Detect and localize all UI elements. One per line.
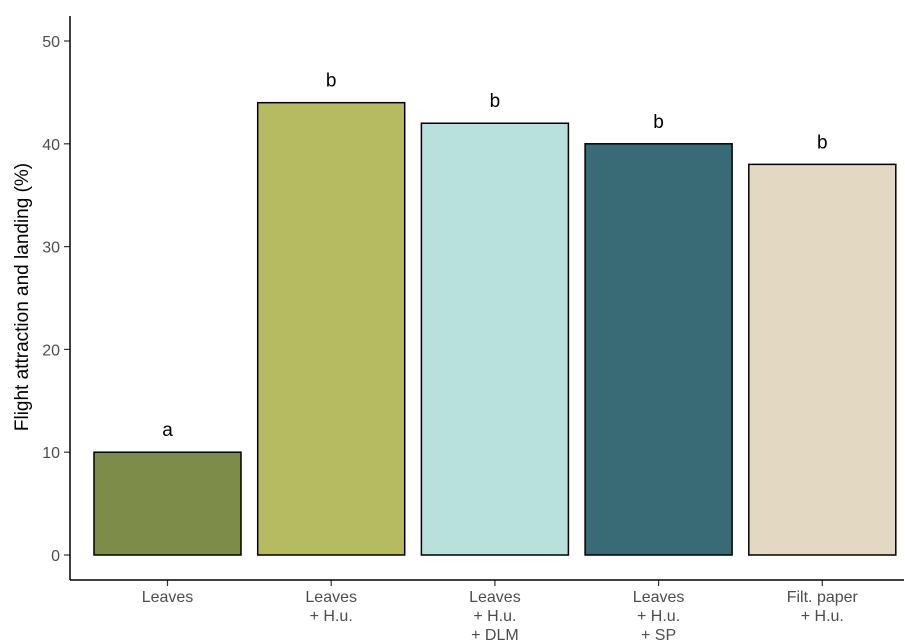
x-tick-label: Filt. paper + H.u. <box>787 589 859 625</box>
significance-letter: b <box>817 132 828 153</box>
bar <box>420 122 570 556</box>
x-tick-label-line: + H.u. <box>801 608 844 625</box>
x-tick-label-line: Leaves <box>142 589 194 606</box>
significance-letter: a <box>162 420 173 441</box>
y-tick-label: 30 <box>42 240 60 257</box>
significance-letter: b <box>326 71 337 92</box>
x-tick-label-line: + SP <box>641 627 676 644</box>
x-tick-label-line: + H.u. <box>473 608 516 625</box>
y-tick-label: 50 <box>42 34 60 51</box>
x-tick-label-line: + H.u. <box>310 608 353 625</box>
x-tick-label: Leaves + H.u. + DLM <box>469 589 521 644</box>
y-tick-label: 20 <box>42 342 60 359</box>
significance-letter: b <box>653 112 664 133</box>
y-tick-label: 0 <box>51 548 60 565</box>
x-tick-label-line: Leaves <box>633 589 685 606</box>
bar <box>93 451 242 556</box>
bar <box>256 101 406 556</box>
x-tick-label-line: Leaves <box>305 589 357 606</box>
x-tick-label: Leaves + H.u. + SP <box>633 589 685 644</box>
bar <box>584 143 733 556</box>
x-tick-label-line: + H.u. <box>637 608 680 625</box>
y-tick-label: 10 <box>42 445 60 462</box>
x-tick-label-line: Filt. paper <box>787 589 859 606</box>
bars: a b b b b <box>93 71 897 556</box>
bar <box>748 163 897 556</box>
significance-letter: b <box>490 91 501 112</box>
y-tick-label: 40 <box>42 137 60 154</box>
x-tick-label: Leaves <box>142 589 194 606</box>
y-axis-title: Flight attraction and landing (%) <box>12 163 33 431</box>
x-tick-label-line: Leaves <box>469 589 521 606</box>
x-axis-ticks: Leaves Leaves + H.u.Leaves + H.u. + DLMLeave… <box>142 580 859 644</box>
x-tick-label: Leaves + H.u. <box>305 589 357 625</box>
x-tick-label-line: + DLM <box>471 627 519 644</box>
y-axis-ticks: 0 10 20 30 40 50 <box>42 34 70 565</box>
